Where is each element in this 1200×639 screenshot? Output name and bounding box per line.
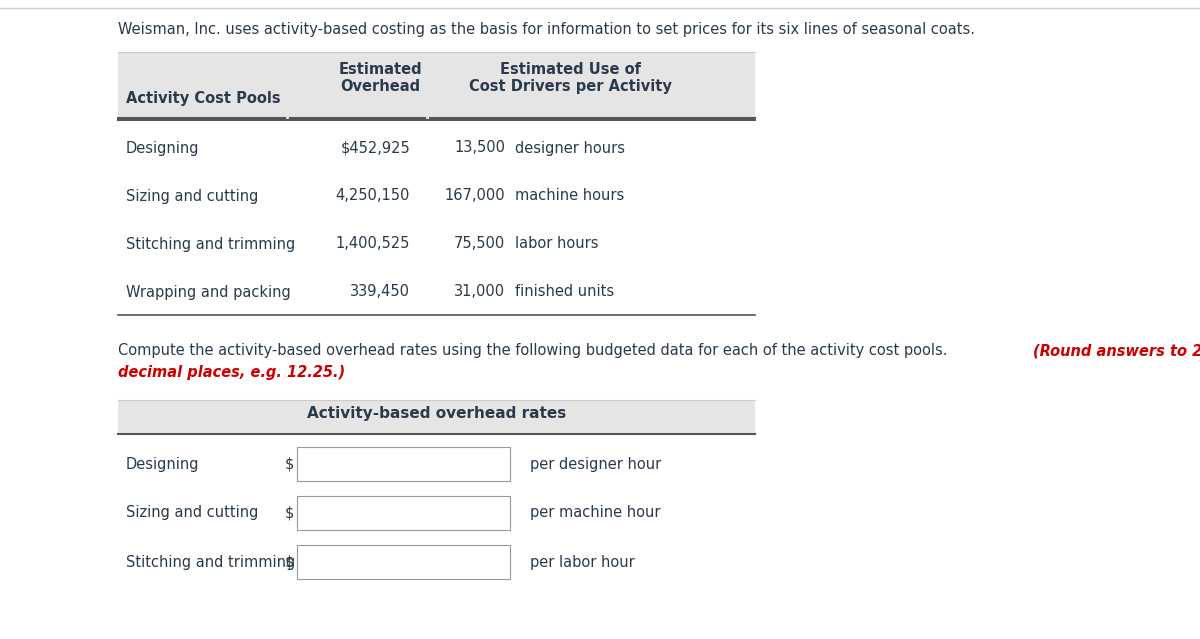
Text: $: $ — [286, 505, 294, 521]
Text: Sizing and cutting: Sizing and cutting — [126, 505, 258, 521]
FancyBboxPatch shape — [298, 545, 510, 579]
Text: Activity Cost Pools: Activity Cost Pools — [126, 91, 281, 106]
Text: 1,400,525: 1,400,525 — [336, 236, 410, 252]
Text: 4,250,150: 4,250,150 — [336, 189, 410, 203]
Text: per designer hour: per designer hour — [530, 456, 661, 472]
Text: decimal places, e.g. 12.25.): decimal places, e.g. 12.25.) — [118, 365, 346, 380]
Text: machine hours: machine hours — [515, 189, 624, 203]
Text: $: $ — [286, 555, 294, 569]
Text: 75,500: 75,500 — [454, 236, 505, 252]
Text: finished units: finished units — [515, 284, 614, 300]
Text: designer hours: designer hours — [515, 141, 625, 155]
Text: Estimated
Overhead: Estimated Overhead — [338, 62, 422, 95]
FancyBboxPatch shape — [118, 400, 755, 434]
Text: Compute the activity-based overhead rates using the following budgeted data for : Compute the activity-based overhead rate… — [118, 343, 952, 358]
Text: Activity-based overhead rates: Activity-based overhead rates — [307, 406, 566, 421]
FancyBboxPatch shape — [298, 496, 510, 530]
Text: Wrapping and packing: Wrapping and packing — [126, 284, 290, 300]
Text: 31,000: 31,000 — [454, 284, 505, 300]
FancyBboxPatch shape — [298, 447, 510, 481]
Text: Stitching and trimming: Stitching and trimming — [126, 555, 295, 569]
FancyBboxPatch shape — [118, 52, 755, 120]
Text: per labor hour: per labor hour — [530, 555, 635, 569]
Text: Sizing and cutting: Sizing and cutting — [126, 189, 258, 203]
Text: Stitching and trimming: Stitching and trimming — [126, 236, 295, 252]
Text: 167,000: 167,000 — [444, 189, 505, 203]
Text: labor hours: labor hours — [515, 236, 599, 252]
Text: per machine hour: per machine hour — [530, 505, 660, 521]
Text: Designing: Designing — [126, 456, 199, 472]
Text: 13,500: 13,500 — [454, 141, 505, 155]
Text: Designing: Designing — [126, 141, 199, 155]
Text: Estimated Use of
Cost Drivers per Activity: Estimated Use of Cost Drivers per Activi… — [468, 62, 672, 95]
Text: $452,925: $452,925 — [341, 141, 410, 155]
Text: 339,450: 339,450 — [350, 284, 410, 300]
Text: Weisman, Inc. uses activity-based costing as the basis for information to set pr: Weisman, Inc. uses activity-based costin… — [118, 22, 974, 37]
Text: $: $ — [286, 456, 294, 472]
Text: (Round answers to 2: (Round answers to 2 — [1033, 343, 1200, 358]
